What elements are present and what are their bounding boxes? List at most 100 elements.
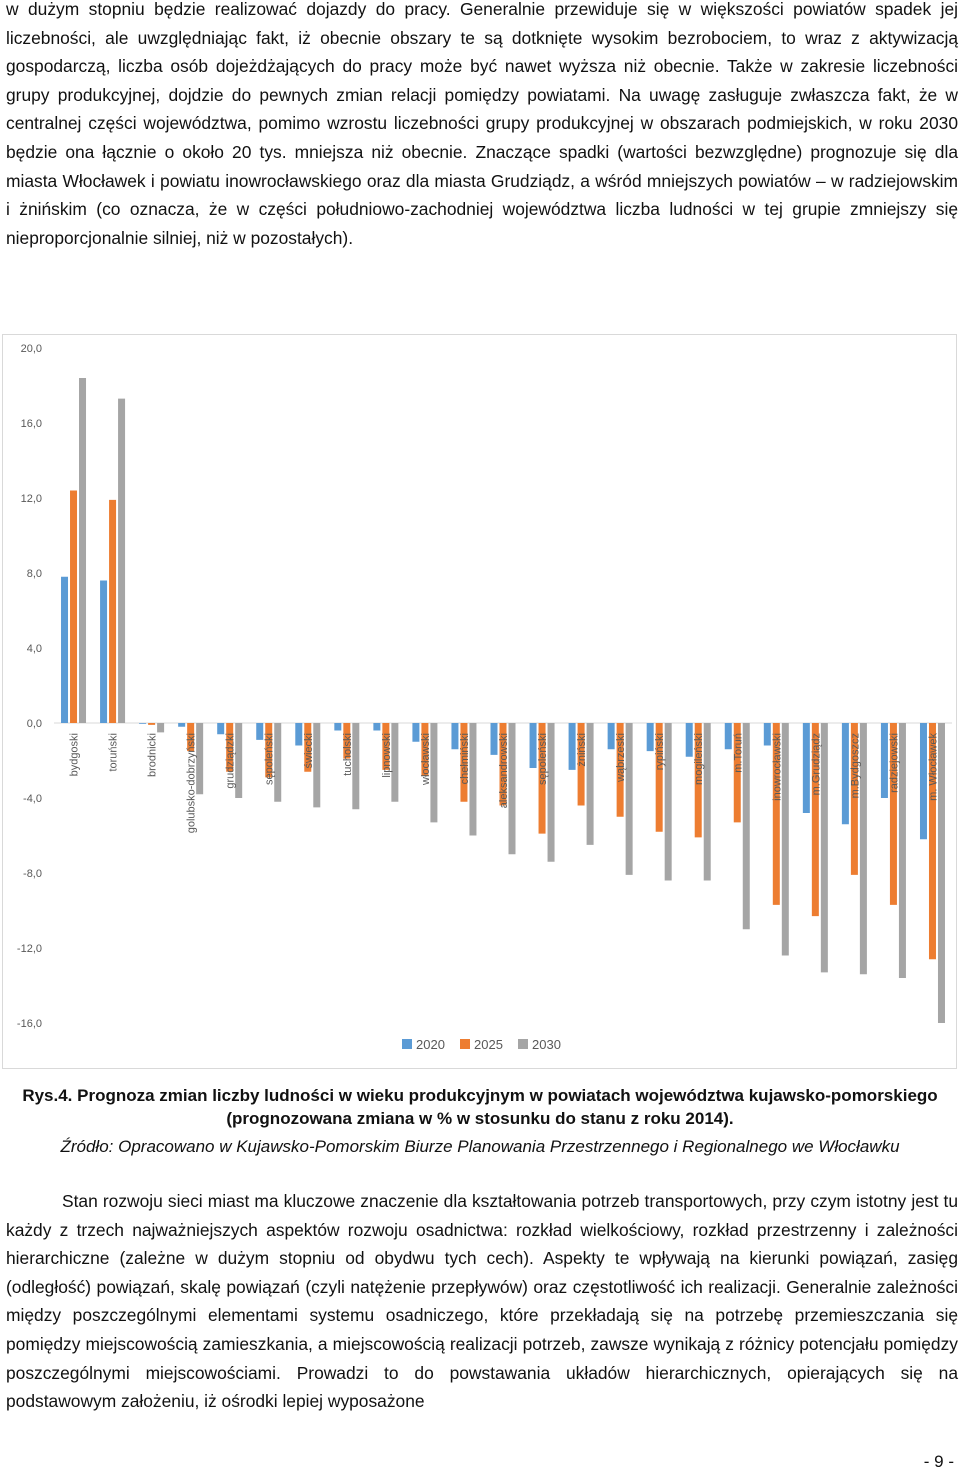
bar-2025 <box>382 723 390 770</box>
category-label: m. Włocławek <box>927 733 939 801</box>
bar-2025 <box>733 723 741 823</box>
y-tick-label: -4,0 <box>23 793 42 805</box>
bar-2020 <box>763 723 771 746</box>
bar-2025 <box>109 499 117 723</box>
bar-2020 <box>607 723 615 750</box>
y-tick-label: 0,0 <box>27 718 42 730</box>
bar-2030 <box>898 723 906 978</box>
legend-swatch <box>402 1039 412 1049</box>
bar-2020 <box>412 723 420 742</box>
bar-2020 <box>178 723 186 727</box>
bar-2030 <box>703 723 711 881</box>
y-tick-label: 4,0 <box>27 643 42 655</box>
bar-2020 <box>139 723 147 724</box>
category-label: rypiński <box>654 733 666 770</box>
bar-2025 <box>70 490 78 723</box>
bar-2020 <box>724 723 732 750</box>
bar-2025 <box>655 723 663 832</box>
bar-2030 <box>79 378 87 723</box>
y-tick-label: 20,0 <box>21 343 42 355</box>
y-tick-label: 8,0 <box>27 568 42 580</box>
bar-2030 <box>508 723 516 855</box>
bar-2030 <box>118 398 126 723</box>
bar-2025 <box>226 723 234 772</box>
category-label: inowrocławski <box>771 733 783 801</box>
category-label: radziejowski <box>888 733 900 793</box>
page-number: - 9 - <box>923 1452 954 1471</box>
bar-2025 <box>421 723 429 776</box>
bar-2030 <box>391 723 399 802</box>
category-label: m.Bydgoszcz <box>849 733 861 798</box>
y-tick-label: -12,0 <box>17 943 42 955</box>
legend-label: 2025 <box>474 1037 503 1052</box>
bar-2020 <box>568 723 576 770</box>
category-label: sępoleński <box>537 733 549 785</box>
bar-2025 <box>772 723 780 905</box>
bar-2025 <box>460 723 468 802</box>
bar-2020 <box>295 723 303 746</box>
bar-2025 <box>148 723 156 725</box>
bar-chart: 20,016,012,08,04,00,0-4,0-8,0-12,0-16,0 … <box>2 334 957 1069</box>
bar-2030 <box>313 723 321 808</box>
bar-2020 <box>490 723 498 755</box>
bar-2020 <box>880 723 888 798</box>
body-paragraph-top: w dużym stopniu będzie realizować dojazd… <box>6 0 958 248</box>
bar-2030 <box>469 723 477 836</box>
bar-2020 <box>646 723 654 752</box>
bar-2030 <box>547 723 555 862</box>
bar-2030 <box>274 723 282 802</box>
paragraph-text: Stan rozwoju sieci miast ma kluczowe zna… <box>6 1191 958 1412</box>
bar-2020 <box>217 723 225 735</box>
bar-2030 <box>820 723 828 973</box>
y-tick-label: -16,0 <box>17 1018 42 1030</box>
bar-2025 <box>889 723 897 905</box>
bar-2025 <box>811 723 819 917</box>
bar-2030 <box>625 723 633 875</box>
category-label: włocławski <box>420 733 432 786</box>
category-label: bydgoski <box>69 733 81 776</box>
category-label: brodnicki <box>147 733 159 777</box>
bar-2020 <box>334 723 342 731</box>
category-label: tucholski <box>342 733 354 776</box>
bar-2020 <box>529 723 537 768</box>
bar-2020 <box>61 576 69 723</box>
bar-2030 <box>859 723 867 975</box>
bar-2025 <box>343 723 351 759</box>
chart-frame <box>2 334 957 1069</box>
category-label: chełmiński <box>459 733 471 784</box>
category-label: mogileński <box>693 733 705 785</box>
figure-source: Źródło: Opracowano w Kujawsko-Pomorskim … <box>60 1137 900 1156</box>
bar-2020 <box>256 723 264 740</box>
bar-2025 <box>304 723 312 772</box>
bar-2030 <box>196 723 204 795</box>
bar-2030 <box>781 723 789 956</box>
bar-2025 <box>850 723 858 875</box>
bar-2025 <box>577 723 585 806</box>
legend-label: 2020 <box>416 1037 445 1052</box>
category-label: żniński <box>576 733 588 767</box>
bar-2025 <box>187 723 195 752</box>
bar-2020 <box>451 723 459 750</box>
bar-2025 <box>694 723 702 838</box>
category-label: sępoleński <box>264 733 276 785</box>
bar-2025 <box>538 723 546 834</box>
legend-swatch <box>518 1039 528 1049</box>
bar-2020 <box>802 723 810 813</box>
figure-caption: Rys.4. Prognoza zmian liczby ludności w … <box>22 1086 938 1128</box>
category-label: m.Grudziądz <box>810 733 822 795</box>
category-label: aleksandrowski <box>498 733 510 808</box>
bar-2030 <box>664 723 672 881</box>
bar-2030 <box>586 723 594 845</box>
category-label: świecki <box>303 733 315 768</box>
bar-2020 <box>919 723 927 840</box>
bar-2020 <box>841 723 849 825</box>
bar-2020 <box>100 580 108 723</box>
bar-2020 <box>685 723 693 757</box>
bar-2025 <box>265 723 273 778</box>
category-label: lipnowski <box>381 733 393 778</box>
bar-2030 <box>937 723 945 1023</box>
bar-2030 <box>430 723 438 823</box>
bar-2020 <box>373 723 381 731</box>
bar-2025 <box>499 723 507 806</box>
legend-label: 2030 <box>532 1037 561 1052</box>
